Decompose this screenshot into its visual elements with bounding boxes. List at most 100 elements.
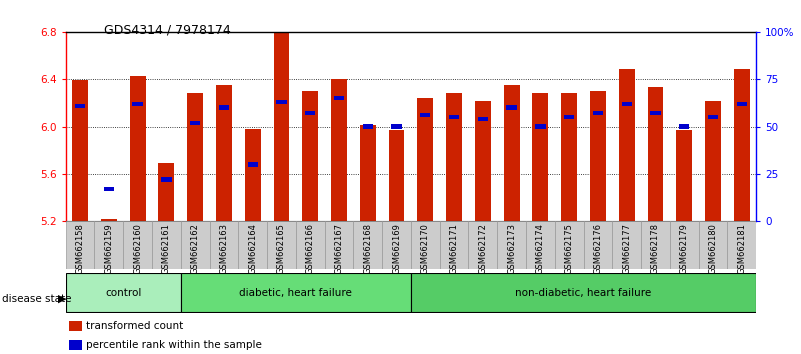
Text: GSM662171: GSM662171 <box>449 223 458 274</box>
Bar <box>417 98 433 221</box>
Bar <box>363 124 373 129</box>
Bar <box>535 124 545 129</box>
Text: GSM662176: GSM662176 <box>594 223 602 274</box>
Text: GSM662178: GSM662178 <box>651 223 660 274</box>
Text: GSM662179: GSM662179 <box>680 223 689 274</box>
Bar <box>302 91 318 221</box>
Bar <box>737 102 747 106</box>
Text: non-diabetic, heart failure: non-diabetic, heart failure <box>515 288 652 298</box>
Text: GSM662166: GSM662166 <box>306 223 315 274</box>
FancyBboxPatch shape <box>670 221 698 269</box>
Text: GSM662165: GSM662165 <box>277 223 286 274</box>
Bar <box>101 219 117 221</box>
Bar <box>420 113 430 117</box>
Bar <box>72 80 88 221</box>
Bar <box>708 115 718 119</box>
FancyBboxPatch shape <box>152 221 181 269</box>
Bar <box>705 101 721 221</box>
Text: diabetic, heart failure: diabetic, heart failure <box>239 288 352 298</box>
Text: transformed count: transformed count <box>87 321 183 331</box>
Text: GSM662170: GSM662170 <box>421 223 430 274</box>
Text: GSM662159: GSM662159 <box>104 223 113 274</box>
FancyBboxPatch shape <box>698 221 727 269</box>
Bar <box>590 91 606 221</box>
Bar <box>161 177 171 182</box>
Text: GSM662177: GSM662177 <box>622 223 631 274</box>
FancyBboxPatch shape <box>267 221 296 269</box>
Bar <box>449 115 459 119</box>
Bar <box>392 124 402 129</box>
FancyBboxPatch shape <box>612 221 641 269</box>
Text: GDS4314 / 7978174: GDS4314 / 7978174 <box>104 23 231 36</box>
Bar <box>388 130 405 221</box>
FancyBboxPatch shape <box>526 221 555 269</box>
Text: GSM662162: GSM662162 <box>191 223 199 274</box>
Bar <box>69 340 82 350</box>
Bar <box>734 69 750 221</box>
Bar <box>276 100 287 104</box>
Bar <box>618 69 634 221</box>
FancyBboxPatch shape <box>411 221 440 269</box>
Text: GSM662173: GSM662173 <box>507 223 516 274</box>
Text: GSM662168: GSM662168 <box>364 223 372 274</box>
Bar <box>132 102 143 106</box>
Text: GSM662181: GSM662181 <box>737 223 747 274</box>
Bar <box>103 187 114 191</box>
Bar <box>130 76 146 221</box>
Text: percentile rank within the sample: percentile rank within the sample <box>87 340 262 350</box>
Text: GSM662175: GSM662175 <box>565 223 574 274</box>
FancyBboxPatch shape <box>497 221 526 269</box>
FancyBboxPatch shape <box>66 221 95 269</box>
Bar <box>564 115 574 119</box>
Text: GSM662163: GSM662163 <box>219 223 228 274</box>
Text: disease state: disease state <box>2 294 71 304</box>
FancyBboxPatch shape <box>583 221 612 269</box>
Bar <box>650 111 661 115</box>
FancyBboxPatch shape <box>469 221 497 269</box>
Text: GSM662164: GSM662164 <box>248 223 257 274</box>
Bar <box>446 93 462 221</box>
Text: control: control <box>105 288 142 298</box>
Bar <box>562 93 577 221</box>
Bar <box>69 321 82 331</box>
Bar <box>334 96 344 100</box>
Bar <box>219 105 229 110</box>
Bar <box>74 104 85 108</box>
Bar <box>331 79 347 221</box>
Text: GSM662180: GSM662180 <box>709 223 718 274</box>
Text: GSM662167: GSM662167 <box>335 223 344 274</box>
Bar <box>622 102 632 106</box>
Bar <box>245 129 260 221</box>
FancyBboxPatch shape <box>66 273 181 313</box>
FancyBboxPatch shape <box>95 221 123 269</box>
Bar <box>504 85 520 221</box>
FancyBboxPatch shape <box>727 221 756 269</box>
Text: GSM662161: GSM662161 <box>162 223 171 274</box>
Text: GSM662172: GSM662172 <box>478 223 487 274</box>
Bar <box>477 117 488 121</box>
FancyBboxPatch shape <box>641 221 670 269</box>
Text: GSM662158: GSM662158 <box>75 223 85 274</box>
Bar <box>679 124 690 129</box>
Bar <box>647 87 663 221</box>
Text: GSM662169: GSM662169 <box>392 223 401 274</box>
FancyBboxPatch shape <box>181 273 411 313</box>
FancyBboxPatch shape <box>353 221 382 269</box>
FancyBboxPatch shape <box>210 221 239 269</box>
Bar <box>593 111 603 115</box>
FancyBboxPatch shape <box>440 221 469 269</box>
Bar <box>305 111 316 115</box>
FancyBboxPatch shape <box>123 221 152 269</box>
FancyBboxPatch shape <box>324 221 353 269</box>
Text: GSM662174: GSM662174 <box>536 223 545 274</box>
FancyBboxPatch shape <box>181 221 210 269</box>
Text: ▶: ▶ <box>58 294 66 304</box>
Bar <box>360 125 376 221</box>
FancyBboxPatch shape <box>239 221 267 269</box>
FancyBboxPatch shape <box>296 221 324 269</box>
Bar <box>533 93 549 221</box>
FancyBboxPatch shape <box>555 221 583 269</box>
Bar <box>216 85 231 221</box>
Bar <box>248 162 258 167</box>
FancyBboxPatch shape <box>411 273 756 313</box>
